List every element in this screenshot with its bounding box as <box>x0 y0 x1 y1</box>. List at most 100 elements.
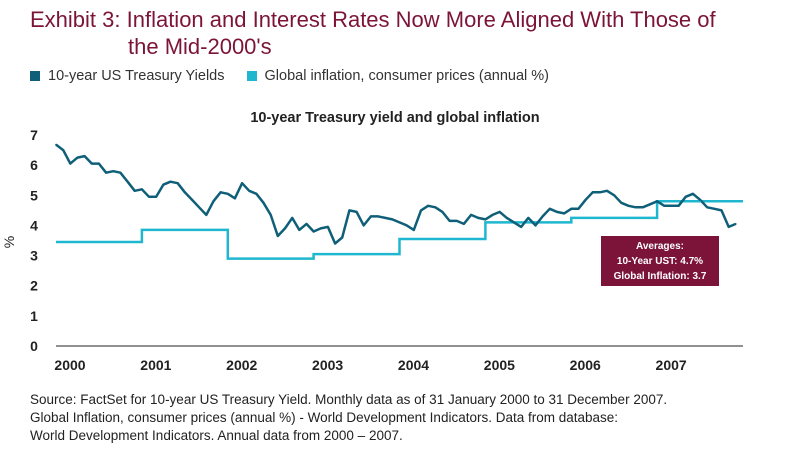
data-point-treasury <box>405 224 408 227</box>
line-chart: 10-year Treasury yield and global inflat… <box>1 110 743 373</box>
y-tick-labels: 0 1 2 3 4 5 6 7 <box>30 127 38 354</box>
callout-box <box>601 236 719 286</box>
data-point-inflation <box>527 221 530 224</box>
title-line-2: the Mid-2000's <box>128 34 272 59</box>
data-point-treasury <box>613 194 615 197</box>
y-tick-label: 1 <box>30 308 38 324</box>
x-tick-labels: 2000 2001 2002 2003 2004 2005 2006 2007 <box>54 357 686 373</box>
source-line-2: Global Inflation, consumer prices (annua… <box>30 410 619 425</box>
data-point-treasury <box>699 199 701 201</box>
data-point-inflation <box>699 200 701 203</box>
data-point-inflation <box>98 241 100 243</box>
data-point-treasury <box>219 191 222 194</box>
x-tick-label: 2004 <box>398 357 429 373</box>
data-point-treasury <box>269 214 272 216</box>
data-point-treasury <box>62 149 64 151</box>
data-point-treasury <box>642 206 644 209</box>
data-point-treasury <box>491 214 494 216</box>
data-point-treasury <box>663 205 666 207</box>
data-point-treasury <box>262 202 265 204</box>
data-point-treasury <box>148 196 150 198</box>
data-point-inflation <box>269 257 272 260</box>
data-point-treasury <box>234 197 236 200</box>
data-point-treasury <box>727 226 730 228</box>
data-point-treasury <box>541 215 544 218</box>
data-point-treasury <box>227 193 229 195</box>
data-point-treasury <box>470 214 472 216</box>
y-tick-label: 3 <box>30 248 38 264</box>
data-point-treasury <box>126 180 129 183</box>
data-point-treasury <box>427 205 429 207</box>
data-point-treasury <box>720 209 723 212</box>
data-point-treasury <box>284 227 286 230</box>
data-point-treasury <box>627 205 630 207</box>
x-tick-label: 2005 <box>484 357 515 373</box>
data-point-treasury <box>441 211 444 213</box>
data-point-treasury <box>341 236 344 239</box>
data-point-treasury <box>205 214 208 216</box>
legend-item-treasury: 10-year US Treasury Yields <box>30 68 225 84</box>
callout-line-3: Global Inflation: 3.7 <box>614 271 707 282</box>
data-point-treasury <box>91 162 93 165</box>
data-point-treasury <box>463 223 465 225</box>
data-point-treasury <box>98 162 100 165</box>
data-point-treasury <box>677 205 680 207</box>
chart-title: 10-year Treasury yield and global inflat… <box>250 110 539 126</box>
data-point-treasury <box>684 196 687 198</box>
data-point-inflation <box>441 238 444 240</box>
data-point-treasury <box>312 230 315 233</box>
data-point-treasury <box>334 242 336 245</box>
y-tick-label: 6 <box>30 157 38 173</box>
data-point-treasury <box>456 220 458 222</box>
legend-label-inflation: Global inflation, consumer prices (annua… <box>264 68 550 84</box>
data-point-treasury <box>591 191 594 194</box>
data-point-treasury <box>484 218 487 221</box>
data-point-treasury <box>83 155 86 157</box>
data-point-treasury <box>155 196 157 198</box>
data-points <box>55 143 737 260</box>
data-point-treasury <box>398 221 401 224</box>
data-point-treasury <box>656 200 658 203</box>
data-point-treasury <box>599 191 601 194</box>
x-tick-label: 2000 <box>54 357 85 373</box>
page-title: Exhibit 3: Inflation and Interest Rates … <box>30 6 790 60</box>
data-point-treasury <box>241 182 243 184</box>
source-line-1: Source: FactSet for 10-year US Treasury … <box>30 392 668 407</box>
data-point-treasury <box>191 199 193 201</box>
data-point-treasury <box>434 206 437 209</box>
data-point-treasury <box>527 217 530 219</box>
data-point-treasury <box>198 206 200 209</box>
data-point-treasury <box>384 217 387 219</box>
x-tick-label: 2003 <box>312 357 343 373</box>
series-line-treasury <box>55 143 737 245</box>
y-tick-label: 5 <box>30 187 38 203</box>
data-point-inflation <box>613 217 615 219</box>
data-point-treasury <box>735 223 737 225</box>
data-point-treasury <box>448 220 451 222</box>
data-point-treasury <box>577 208 580 210</box>
data-point-treasury <box>184 191 186 194</box>
data-point-treasury <box>362 224 365 227</box>
data-point-treasury <box>391 218 394 221</box>
data-point-inflation <box>355 253 358 255</box>
data-point-treasury <box>498 211 501 213</box>
data-point-treasury <box>141 188 143 191</box>
x-tick-label: 2007 <box>656 357 687 373</box>
data-point-treasury <box>119 171 122 174</box>
callout-line-1: Averages: <box>636 241 684 252</box>
y-tick-label: 7 <box>30 127 38 143</box>
data-point-treasury <box>649 203 651 206</box>
legend-swatch-treasury <box>30 71 40 81</box>
data-point-treasury <box>305 223 308 225</box>
data-point-treasury <box>413 229 415 231</box>
source-line-3: World Development Indicators. Annual dat… <box>30 428 403 443</box>
data-point-treasury <box>556 211 558 213</box>
data-point-treasury <box>584 199 587 201</box>
data-point-treasury <box>327 226 329 228</box>
legend-swatch-inflation <box>246 71 257 81</box>
data-point-treasury <box>370 215 372 218</box>
data-point-treasury <box>255 193 258 195</box>
data-point-treasury <box>634 206 637 209</box>
data-point-treasury <box>706 206 708 209</box>
y-axis-label: % <box>1 236 17 248</box>
